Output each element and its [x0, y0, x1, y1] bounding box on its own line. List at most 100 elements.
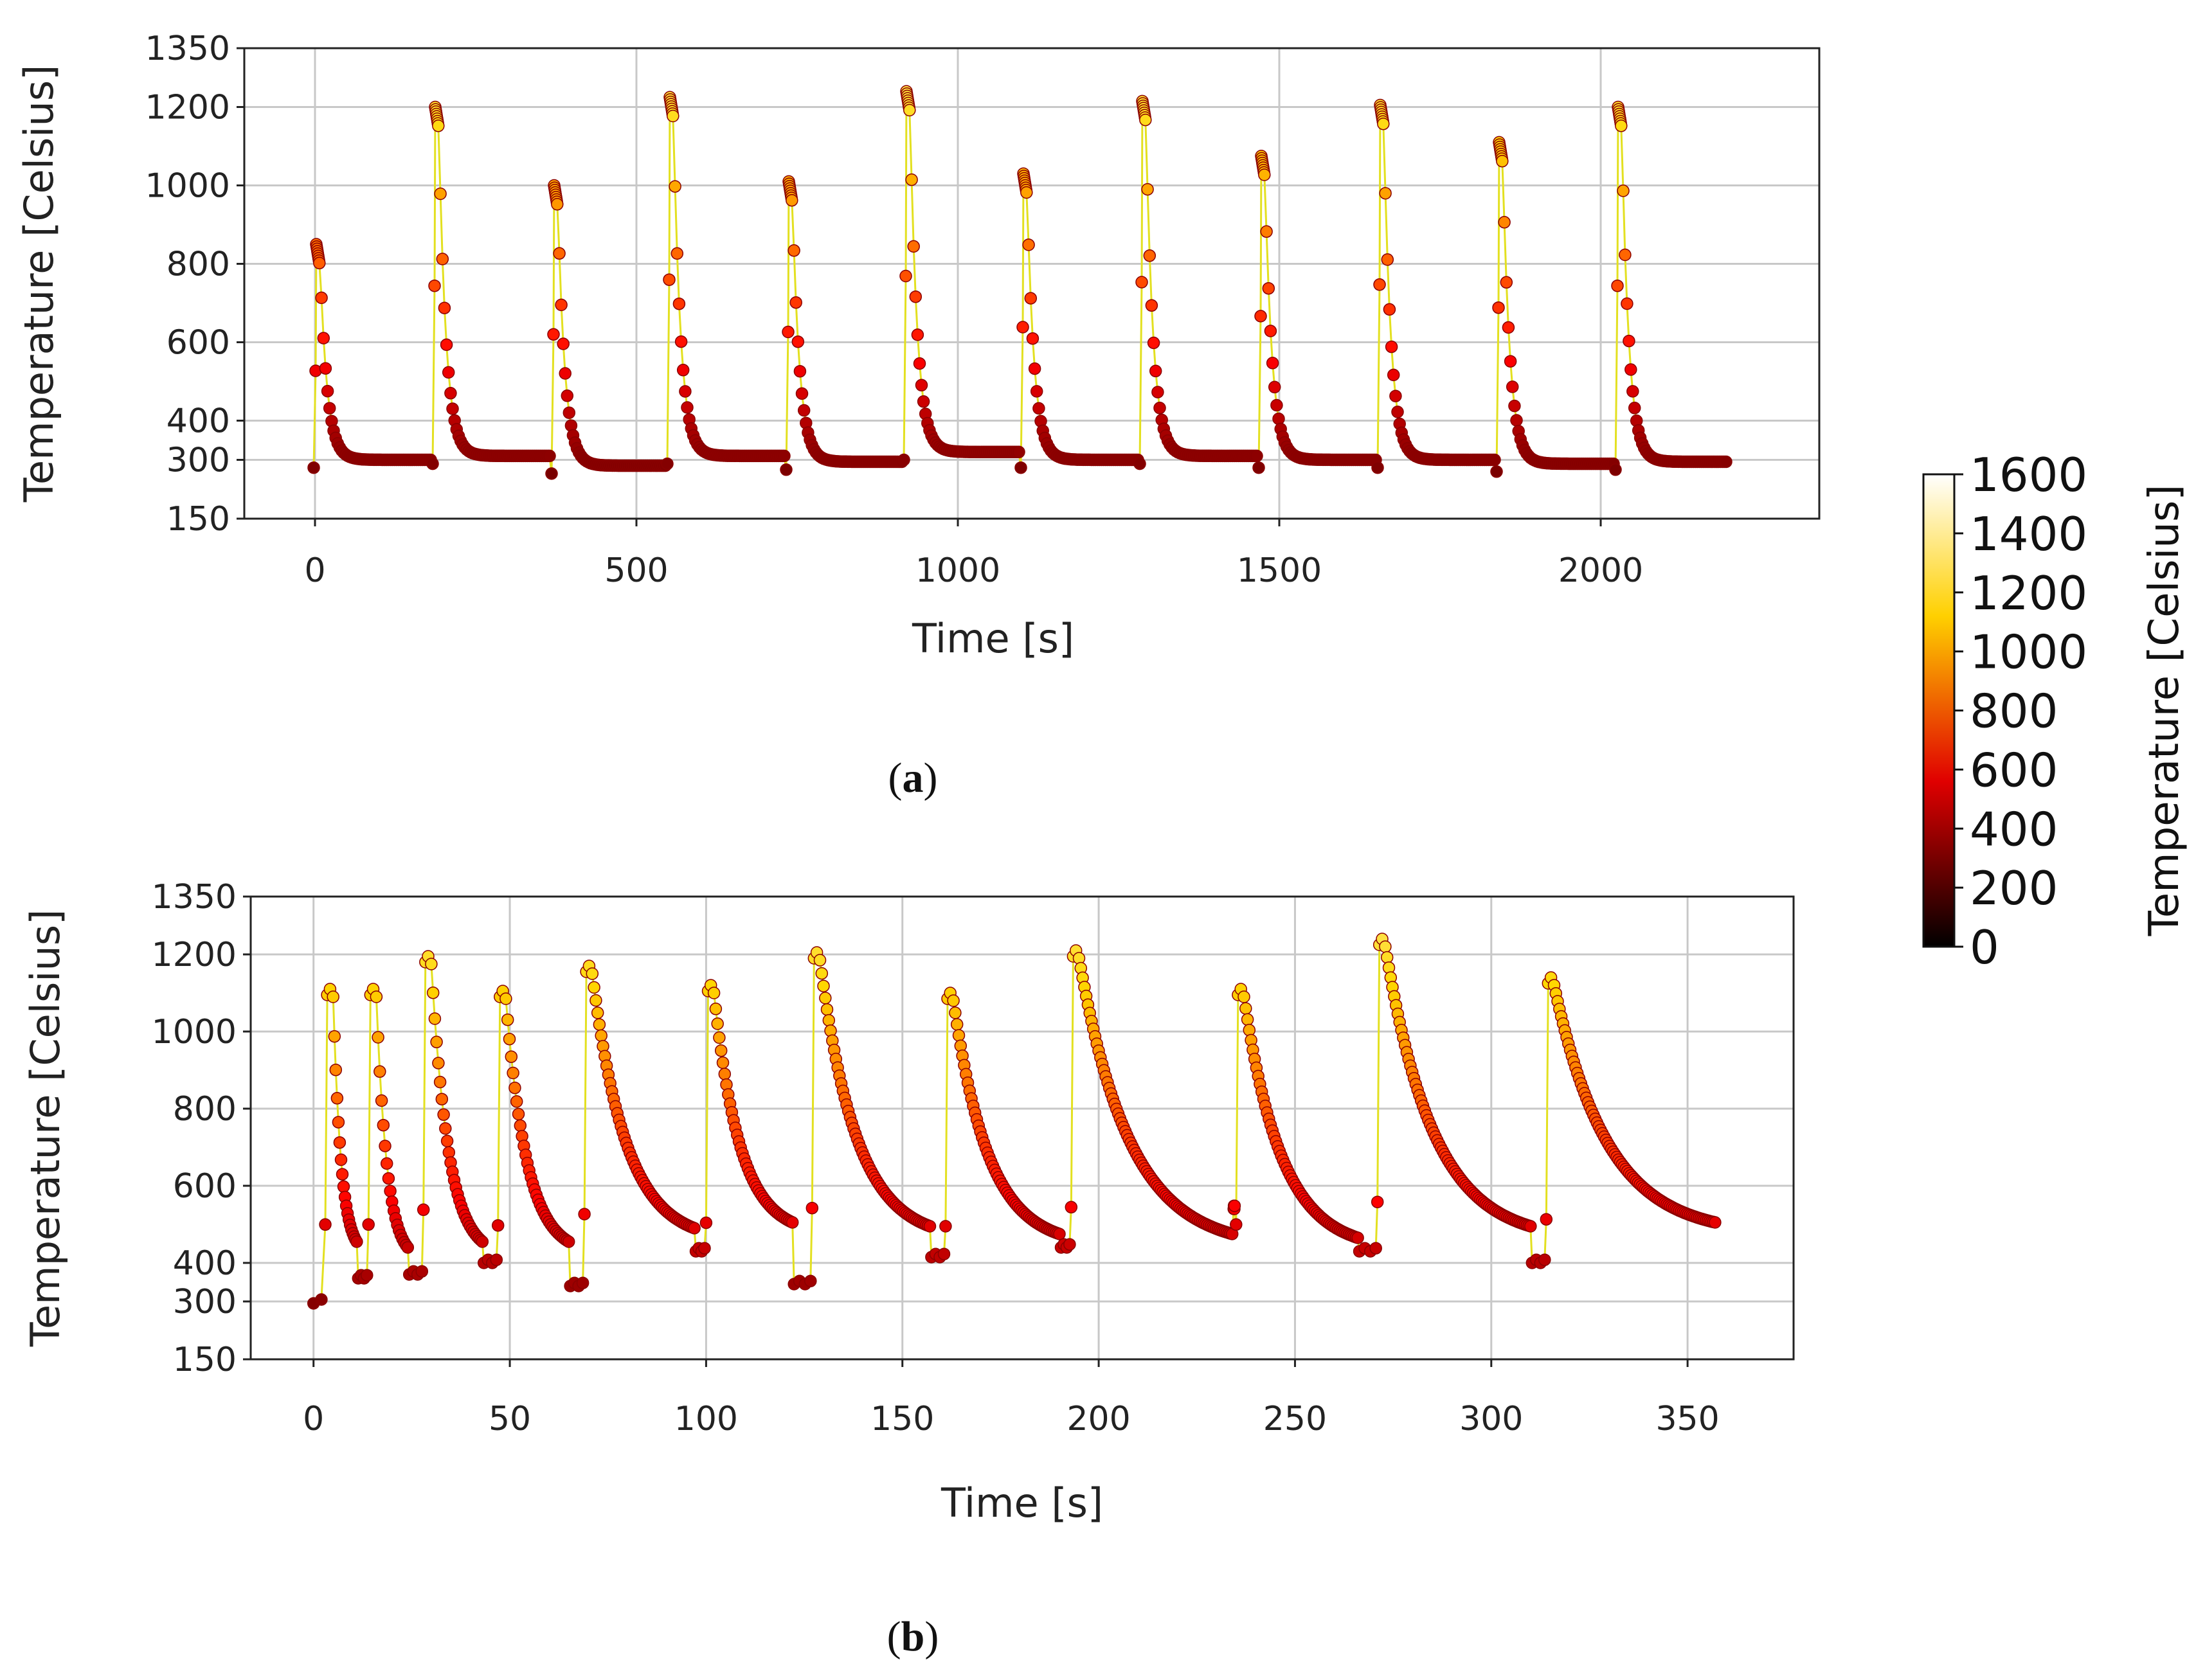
caption-a: (a) [888, 755, 938, 801]
data-point [909, 290, 923, 303]
data-point [432, 1057, 445, 1069]
data-point [1611, 279, 1624, 292]
data-point [672, 297, 686, 310]
data-point [917, 395, 930, 408]
data-point [813, 954, 827, 967]
data-point [1504, 355, 1517, 368]
data-point [361, 1269, 374, 1282]
data-point [547, 328, 560, 341]
data-point [509, 1081, 521, 1095]
data-point [911, 328, 924, 341]
x-tick-label: 1500 [1237, 551, 1322, 590]
data-point [913, 357, 926, 370]
data-point [820, 1003, 834, 1016]
data-point [699, 1216, 713, 1229]
colorbar-tick-label: 200 [1970, 861, 2058, 915]
data-point [1351, 1231, 1364, 1244]
y-tick-label: 600 [173, 1167, 237, 1206]
data-point [1139, 113, 1152, 127]
data-point [593, 1018, 606, 1031]
data-point [543, 449, 556, 463]
data-point [903, 103, 916, 117]
data-point [401, 1241, 415, 1254]
data-point [501, 1013, 514, 1026]
y-tick-label: 800 [166, 246, 230, 284]
chart-a-grid [244, 47, 1819, 520]
data-point [669, 180, 681, 193]
data-point [1626, 385, 1639, 398]
data-point [667, 109, 680, 123]
data-point [1617, 184, 1630, 197]
data-point [1377, 117, 1390, 130]
data-point [1502, 321, 1515, 334]
data-point [1619, 248, 1632, 262]
data-point [1371, 1195, 1384, 1208]
data-point [1032, 402, 1045, 415]
chart-b-grid [251, 895, 1794, 1361]
colorbar-tick-label: 600 [1970, 743, 2058, 797]
chart-b-points [307, 933, 1722, 1310]
data-point [806, 1201, 819, 1215]
data-point [782, 325, 795, 339]
data-point [1145, 299, 1158, 312]
data-point [899, 269, 912, 283]
data-point [1254, 310, 1267, 323]
data-point [1369, 1242, 1382, 1255]
caption-a-open: ( [888, 755, 903, 801]
data-point [786, 1216, 799, 1229]
data-point [370, 990, 383, 1003]
data-point [545, 467, 558, 480]
data-point [332, 1116, 345, 1129]
data-point [514, 1119, 527, 1132]
data-point [1373, 278, 1386, 291]
y-tick-label: 1000 [152, 1013, 237, 1051]
data-point [1239, 1002, 1252, 1015]
data-point [432, 120, 445, 132]
y-tick-label: 1350 [145, 30, 230, 68]
data-point [1053, 1228, 1066, 1240]
data-point [1272, 412, 1285, 425]
colorbar-gradient [1922, 473, 1956, 948]
data-point [937, 1247, 951, 1260]
data-point [1488, 453, 1501, 467]
data-point [1379, 940, 1392, 953]
data-point [372, 1031, 384, 1044]
x-tick-label: 0 [303, 1400, 324, 1438]
colorbar-tick-label: 400 [1970, 802, 2058, 856]
x-tick-label: 300 [1459, 1400, 1523, 1438]
data-point [1243, 1024, 1256, 1037]
data-point [426, 986, 440, 999]
data-point [1609, 463, 1622, 476]
data-point [1615, 120, 1628, 132]
data-point [1538, 1253, 1551, 1266]
data-point [512, 1107, 525, 1121]
data-point [1028, 362, 1041, 375]
y-tick-label: 400 [166, 402, 230, 441]
data-point [507, 1066, 519, 1080]
data-point [442, 366, 455, 379]
data-point [436, 253, 449, 265]
chart-b-x-ticks: 0 50 100 150 200 250 300 350 [303, 1359, 1720, 1438]
data-point [1628, 402, 1641, 415]
data-point [1262, 281, 1275, 295]
data-point [417, 1203, 430, 1217]
data-point [435, 1093, 449, 1105]
data-point [1510, 414, 1523, 427]
data-point [437, 1108, 450, 1121]
data-point [426, 457, 439, 470]
data-point [323, 402, 336, 415]
chart-b-x-label: Time [s] [941, 1479, 1103, 1526]
x-tick-label: 0 [304, 551, 325, 590]
data-point [674, 335, 688, 348]
x-tick-label: 50 [489, 1400, 531, 1438]
chart-a-x-ticks: 0 500 1000 1500 2000 [304, 519, 1643, 590]
y-tick-label: 1200 [145, 89, 230, 127]
data-point [476, 1235, 489, 1248]
data-point [1389, 389, 1402, 402]
data-point [1151, 386, 1164, 398]
data-point [438, 301, 451, 314]
